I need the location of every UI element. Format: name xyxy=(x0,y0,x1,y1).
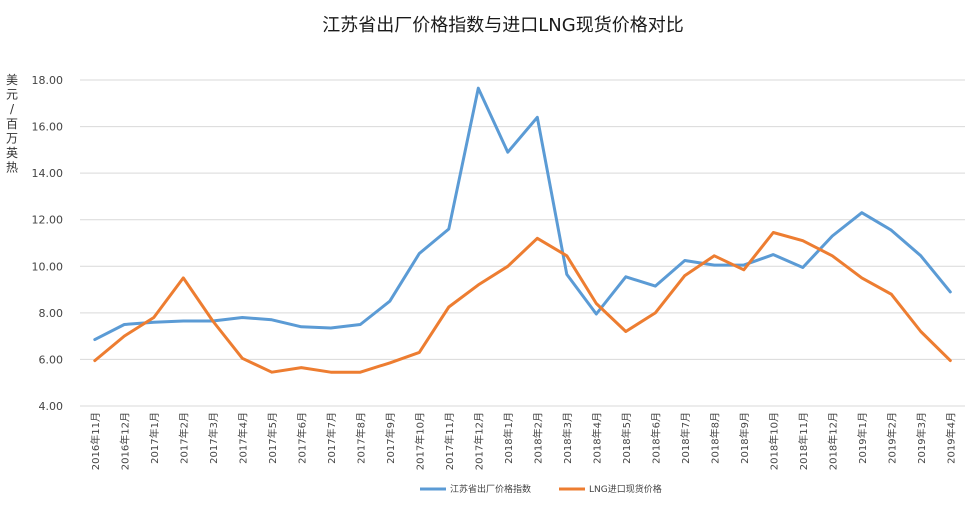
y-tick-label: 6.00 xyxy=(39,353,64,366)
x-tick-label: 2017年3月 xyxy=(207,412,220,464)
x-tick-label: 2017年7月 xyxy=(325,412,338,464)
x-tick-label: 2017年8月 xyxy=(354,412,367,464)
x-tick-label: 2018年11月 xyxy=(797,412,810,470)
y-axis-ticks: 4.00 6.00 8.00 10.00 12.00 14.00 16.00 18.00 xyxy=(32,74,64,413)
series-lines xyxy=(93,86,952,374)
y-tick-label: 16.00 xyxy=(32,121,64,134)
y-axis-label-char: / xyxy=(10,102,15,116)
gridlines xyxy=(80,79,965,407)
y-axis-label-char: 百 xyxy=(6,117,18,131)
y-tick-label: 8.00 xyxy=(39,307,64,320)
x-tick-label: 2018年8月 xyxy=(708,412,721,464)
x-tick-label: 2017年11月 xyxy=(443,412,456,470)
x-tick-label: 2018年4月 xyxy=(590,412,603,464)
x-tick-label: 2017年5月 xyxy=(266,412,279,464)
x-tick-label: 2016年11月 xyxy=(89,412,102,470)
x-tick-label: 2017年10月 xyxy=(413,412,426,470)
x-tick-label: 2018年12月 xyxy=(826,412,839,470)
x-tick-label: 2017年4月 xyxy=(236,412,249,464)
x-tick-label: 2018年1月 xyxy=(502,412,515,464)
y-axis-label-char: 英 xyxy=(6,146,18,160)
x-axis-ticks: 2016年11月 2016年12月 2017年1月 2017年2月 2017年3月 201… xyxy=(89,412,958,470)
y-tick-label: 10.00 xyxy=(32,260,64,273)
x-tick-label: 2018年6月 xyxy=(649,412,662,464)
y-axis-label-char: 元 xyxy=(6,88,18,102)
y-axis-label-char: 美 xyxy=(6,73,18,87)
series-line-2 xyxy=(93,231,952,374)
legend: 江苏省出厂价格指数 LNG进口现货价格 xyxy=(420,483,662,495)
x-tick-label: 2018年3月 xyxy=(561,412,574,464)
x-tick-label: 2018年2月 xyxy=(531,412,544,464)
x-tick-label: 2017年2月 xyxy=(177,412,190,464)
x-tick-label: 2016年12月 xyxy=(118,412,131,470)
x-tick-label: 2019年3月 xyxy=(915,412,928,464)
x-tick-label: 2018年7月 xyxy=(679,412,692,464)
legend-label: 江苏省出厂价格指数 xyxy=(450,483,531,495)
x-tick-label: 2017年6月 xyxy=(295,412,308,464)
y-axis-label-char: 热 xyxy=(6,161,18,175)
y-tick-label: 12.00 xyxy=(32,214,64,227)
y-axis-label-char: 万 xyxy=(6,131,18,145)
series-line-1 xyxy=(93,86,952,342)
x-tick-label: 2017年9月 xyxy=(384,412,397,464)
legend-label: LNG进口现货价格 xyxy=(589,483,662,495)
chart-title: 江苏省出厂价格指数与进口LNG现货价格对比 xyxy=(322,15,683,36)
x-tick-label: 2019年1月 xyxy=(856,412,869,464)
x-tick-label: 2017年1月 xyxy=(148,412,161,464)
x-tick-label: 2018年10月 xyxy=(767,412,780,470)
y-tick-label: 4.00 xyxy=(39,400,64,413)
x-tick-label: 2019年4月 xyxy=(944,412,957,464)
y-tick-label: 18.00 xyxy=(32,74,64,87)
x-tick-label: 2018年9月 xyxy=(738,412,751,464)
x-tick-label: 2018年5月 xyxy=(620,412,633,464)
y-tick-label: 14.00 xyxy=(32,167,64,180)
x-tick-label: 2017年12月 xyxy=(472,412,485,470)
x-tick-label: 2019年2月 xyxy=(885,412,898,464)
